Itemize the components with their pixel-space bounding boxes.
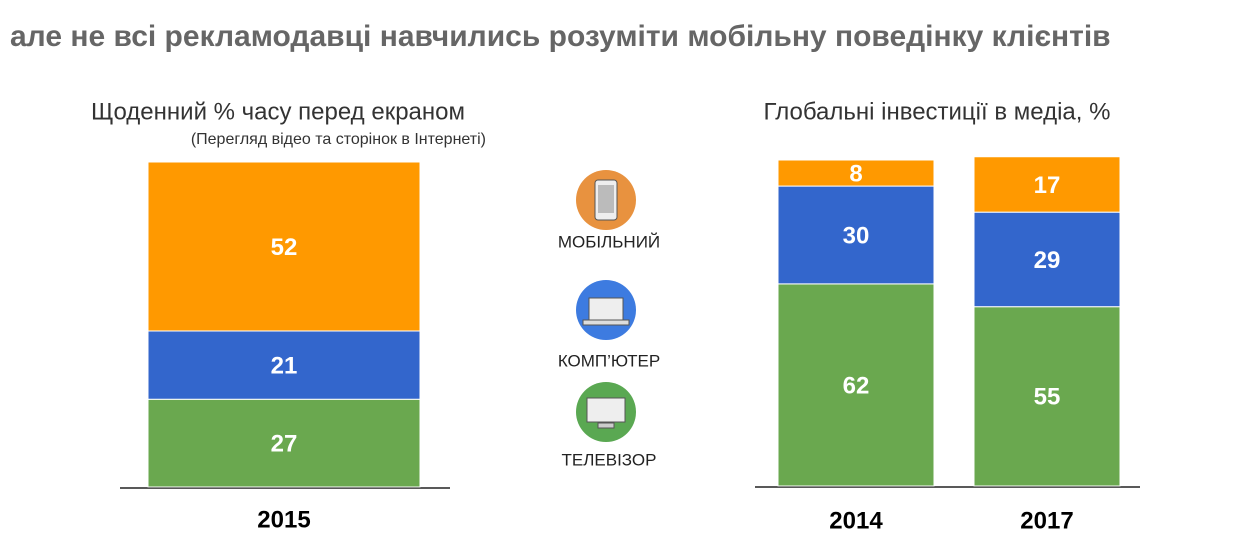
legend-label: ТЕЛЕВІЗОР [562,450,657,469]
bar-segment: ТЕЛЕВІЗОР [777,283,935,487]
bar-segment: МОБІЛЬНИЙ [777,159,935,187]
x-tick-label: 2017 [1020,507,1073,534]
data-label: 55 [1034,384,1061,411]
data-label: 17 [1034,172,1061,199]
x-tick-label: 2015 [257,506,310,533]
bar-segment [147,398,421,488]
data-label: 8 [849,160,862,187]
chart-subtitle: (Перегляд відео та сторінок в Інтернеті) [191,131,486,148]
bar-segment: ТЕЛЕВІЗОР [973,306,1121,487]
icon-shape [586,397,626,423]
icon-shape [597,422,615,429]
bar-segment [147,161,421,332]
bar-segment: МОБІЛЬНИЙ [973,156,1121,213]
bar-segment: КОМП’ЮТЕР [973,211,1121,308]
chart-title: Щоденний % часу перед екраном [91,98,465,125]
data-label: 29 [1034,247,1061,274]
legend-label: КОМП’ЮТЕР [558,351,660,370]
legend-label: МОБІЛЬНИЙ [558,232,660,251]
data-label: 21 [271,352,298,379]
chart-title: Глобальні інвестиції в медіа, % [764,98,1111,125]
bar-segment: КОМП’ЮТЕР [777,185,935,285]
data-label: 52 [271,234,298,261]
data-label: 27 [271,430,298,457]
icon-shape [598,185,614,213]
icon-shape [588,297,624,321]
data-label: 62 [843,372,870,399]
x-tick-label: 2014 [829,507,883,534]
slide-title: але не всі рекламодавці навчились розумі… [10,20,1111,53]
icon-shape [582,319,630,326]
data-label: 30 [843,222,870,249]
